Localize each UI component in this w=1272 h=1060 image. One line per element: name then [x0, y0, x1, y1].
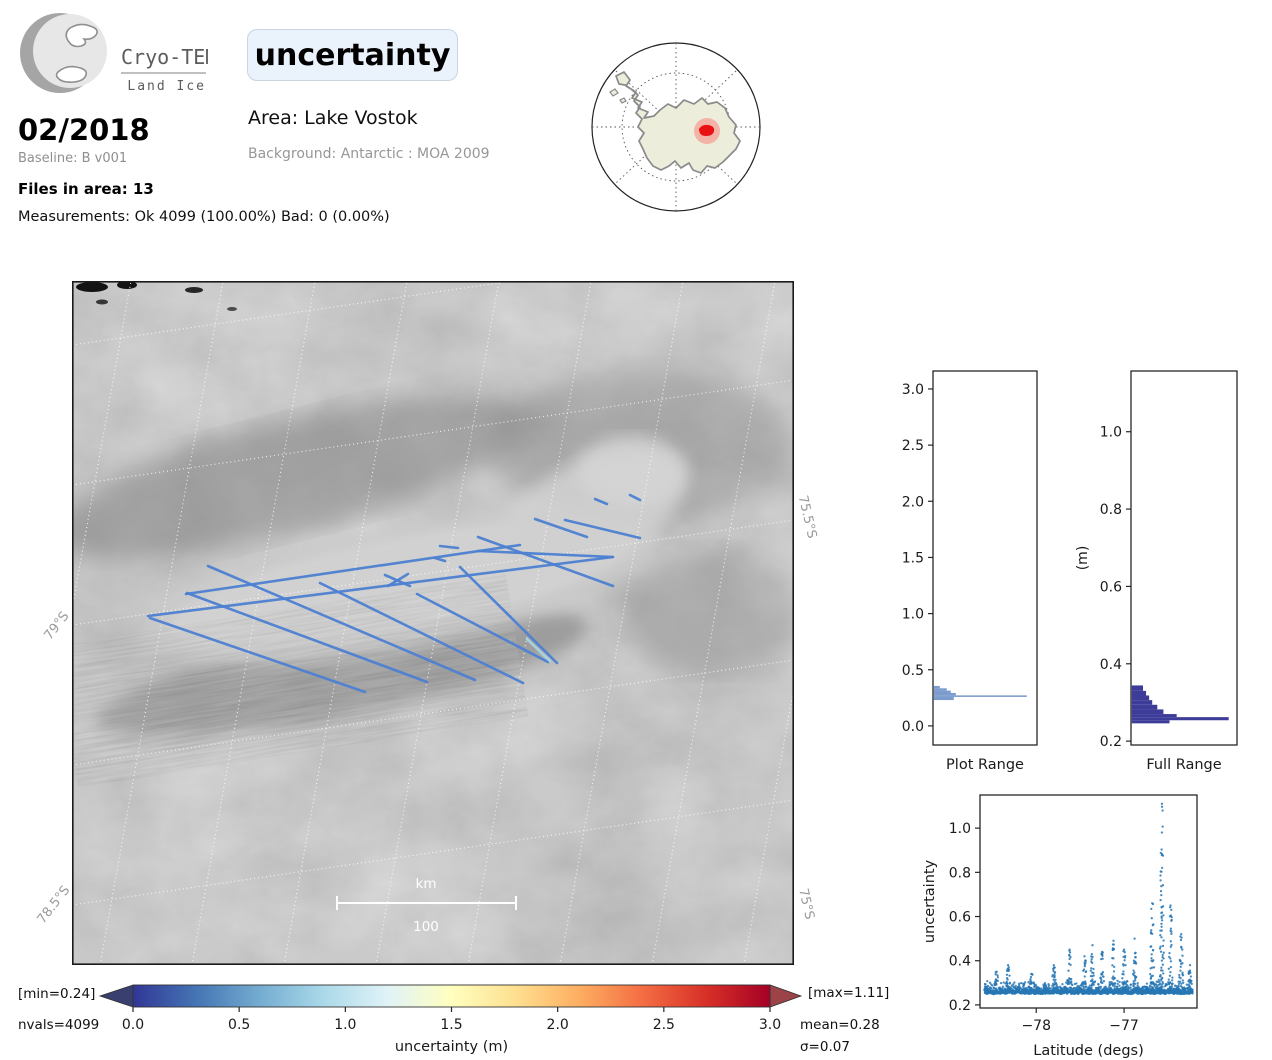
colorbar-nvals-label: nvals=4099 [18, 1017, 100, 1033]
map-dark-specks [76, 281, 237, 311]
map-lat-label-78.5S: 78.5°S [34, 883, 74, 927]
app-logo: Cryo-TEMPO Land Ice [20, 13, 208, 94]
svg-text:Full Range: Full Range [1146, 757, 1221, 772]
svg-text:0.4: 0.4 [949, 954, 971, 970]
inset-antarctica-landmass [615, 71, 741, 174]
svg-text:0.0: 0.0 [902, 719, 924, 735]
map-scalebar: km 100 [336, 876, 517, 935]
svg-text:0.5: 0.5 [228, 1017, 250, 1033]
svg-text:−78: −78 [1021, 1018, 1051, 1034]
svg-text:0.2: 0.2 [949, 998, 971, 1014]
svg-text:0.8: 0.8 [1100, 502, 1122, 518]
map-lat-label-75S: 75°S [795, 887, 817, 921]
full-range-histogram: 0.2 0.4 0.6 0.8 1.0 Full Range (m) [1075, 370, 1238, 772]
colorbar-mean-label: mean=0.28 [800, 1017, 880, 1033]
svg-text:0.8: 0.8 [949, 865, 971, 881]
svg-text:2.5: 2.5 [653, 1017, 675, 1033]
svg-text:0.4: 0.4 [1100, 657, 1122, 673]
main-map: km 100 [72, 281, 794, 965]
inset-area-marker [699, 124, 715, 136]
svg-text:3.0: 3.0 [759, 1017, 781, 1033]
baseline-label: Baseline: B v001 [18, 151, 128, 166]
svg-text:0.5: 0.5 [902, 663, 924, 679]
uncertainty-colorbar: 0.0 0.5 1.0 1.5 2.0 2.5 3.0 uncertainty (m) [98, 984, 803, 1055]
map-frame [72, 281, 794, 965]
measurements-label: Measurements: Ok 4099 (100.00%) Bad: 0 (… [18, 209, 390, 225]
map-megadunes [94, 592, 490, 770]
svg-text:uncertainty: uncertainty [922, 859, 938, 943]
svg-text:100: 100 [413, 919, 439, 935]
svg-text:2.0: 2.0 [902, 494, 924, 510]
background-label: Background: Antarctic : MOA 2009 [248, 146, 490, 162]
colorbar-sigma-label: σ=0.07 [800, 1039, 850, 1055]
svg-text:−77: −77 [1109, 1018, 1139, 1034]
date-label: 02/2018 [18, 113, 150, 147]
logo-title: Cryo-TEMPO [121, 45, 208, 69]
latitude-uncertainty-scatter: 0.2 0.4 0.6 0.8 1.0 −78 −77 Latitude (degs) unce… [922, 794, 1198, 1059]
svg-text:Latitude (degs): Latitude (degs) [1033, 1043, 1144, 1059]
logo-subtitle: Land Ice [127, 79, 206, 94]
svg-text:1.5: 1.5 [902, 550, 924, 566]
svg-text:uncertainty (m): uncertainty (m) [395, 1039, 508, 1055]
svg-text:3.0: 3.0 [902, 382, 924, 398]
map-lat-label-75.5S: 75.5°S [794, 494, 820, 540]
map-graticule [72, 281, 794, 965]
svg-text:2.5: 2.5 [902, 438, 924, 454]
svg-text:1.0: 1.0 [1100, 425, 1122, 441]
svg-text:Plot Range: Plot Range [946, 757, 1024, 772]
inset-islands [609, 88, 627, 104]
colorbar-max-label: [max=1.11] [808, 985, 890, 1001]
svg-text:2.0: 2.0 [547, 1017, 569, 1033]
svg-text:0.6: 0.6 [949, 910, 971, 926]
logo-landmass-north [65, 23, 98, 48]
plot-range-histogram: 0.0 0.5 1.0 1.5 2.0 2.5 3.0 Plot Range [902, 370, 1038, 772]
colorbar-min-label: [min=0.24] [18, 986, 96, 1002]
area-label: Area: Lake Vostok [248, 107, 418, 129]
antarctica-inset-map [591, 42, 761, 212]
svg-text:1.5: 1.5 [440, 1017, 462, 1033]
svg-text:(m): (m) [1075, 546, 1091, 571]
files-count-label: Files in area: 13 [18, 180, 154, 198]
svg-text:0.2: 0.2 [1100, 734, 1122, 750]
svg-text:km: km [416, 876, 437, 892]
svg-text:0.6: 0.6 [1100, 579, 1122, 595]
svg-text:0.0: 0.0 [122, 1017, 144, 1033]
measurement-tracks [146, 493, 642, 694]
logo-landmass-south [55, 65, 88, 83]
map-lat-label-79S: 79°S [41, 609, 73, 643]
svg-text:1.0: 1.0 [902, 607, 924, 623]
svg-text:1.0: 1.0 [949, 821, 971, 837]
page-title: uncertainty [247, 29, 458, 81]
svg-text:1.0: 1.0 [334, 1017, 356, 1033]
